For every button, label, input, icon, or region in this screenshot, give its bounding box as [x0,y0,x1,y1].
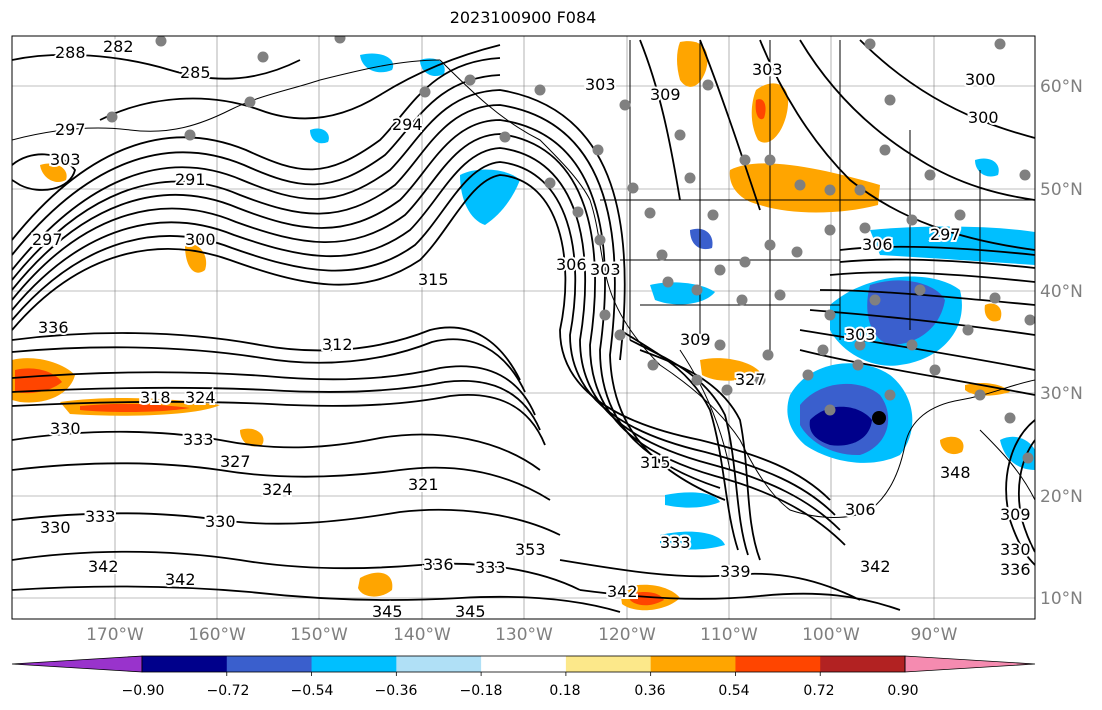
longitude-labels: 170°W 160°W 150°W 140°W 130°W 120°W 110°… [86,625,958,645]
contour-label: 327 [220,452,251,471]
lat-label: 60°N [1040,77,1083,97]
lon-label: 150°W [290,625,348,645]
contour-label: 288 [55,43,86,62]
contour-label: 297 [930,225,961,244]
lat-label: 50°N [1040,180,1083,200]
contour-label: 303 [590,260,621,279]
colorbar-tick-label: −0.72 [207,683,250,699]
contour-label: 333 [85,507,116,526]
contour-label: 309 [650,85,681,104]
contour-label: 345 [455,602,486,621]
contour-label: 309 [1000,505,1031,524]
lon-label: 120°W [598,625,656,645]
contour-label: 336 [38,318,69,337]
contour-label: 330 [205,512,236,531]
contour-label: 282 [103,37,134,56]
lon-label: 100°W [802,625,860,645]
contour-label: 303 [845,325,876,344]
colorbar-segment [820,656,906,672]
colorbar-tick-label: −0.54 [291,683,334,699]
contour-label: 303 [585,75,616,94]
lat-label: 20°N [1040,487,1083,507]
contour-label: 336 [1000,560,1031,579]
contour-label: 333 [183,430,214,449]
contour-label: 300 [965,70,996,89]
contour-label: 324 [185,388,216,407]
contour-label: 300 [185,230,216,249]
contour-label: 306 [862,235,893,254]
lat-label: 30°N [1040,384,1083,404]
colorbar-extend-high [904,655,1036,673]
colorbar-segment [311,656,397,672]
contour-label: 306 [556,255,587,274]
lon-label: 170°W [86,625,144,645]
contour-labels: 288 282 285 297 303 291 297 300 294 303 … [30,36,1033,621]
lon-label: 160°W [188,625,246,645]
lon-label: 130°W [495,625,553,645]
colorbar-tick-label: −0.36 [375,683,418,699]
contour-label: 353 [515,540,546,559]
contour-label: 342 [607,582,638,601]
colorbar-segment [142,656,228,672]
contour-label: 285 [180,63,211,82]
contour-label: 303 [752,60,783,79]
colorbar-tick-label: 0.54 [718,683,749,699]
contour-label: 318 [140,388,171,407]
colorbar-tick-label: 0.18 [549,683,580,699]
shaded-field-negative [310,53,1035,550]
map-title: 2023100900 F084 [449,8,597,27]
contour-label: 303 [50,150,81,169]
contour-label: 306 [845,500,876,519]
contour-label: 333 [475,558,506,577]
contour-label: 324 [262,480,293,499]
colorbar-segment [396,656,482,672]
contour-label: 342 [88,557,119,576]
contour-label: 330 [40,518,71,537]
contour-label: 345 [372,602,403,621]
lat-label: 40°N [1040,282,1083,302]
colorbar-segment [565,656,652,672]
contour-label: 291 [175,170,206,189]
colorbar-segment [735,656,821,672]
contour-label: 333 [660,533,691,552]
contour-label: 336 [423,555,454,574]
contour-label: 348 [940,463,971,482]
lon-label: 110°W [700,625,758,645]
station-markers [106,36,1035,464]
colorbar-tick-labels: −0.90 −0.72 −0.54 −0.36 −0.18 0.18 0.36 … [122,683,919,699]
contour-label: 321 [408,475,439,494]
colorbar-segment [226,656,313,672]
colorbar-tick-label: −0.18 [460,683,503,699]
contour-label: 312 [322,335,353,354]
colorbar-segment [650,656,736,672]
contour-label: 330 [1000,540,1031,559]
contour-label: 297 [55,120,86,139]
colorbar [11,655,1036,676]
colorbar-segment [481,656,567,672]
contour-label: 342 [860,557,891,576]
lon-label: 90°W [911,625,958,645]
contour-label: 342 [165,570,196,589]
colorbar-frame [141,655,906,673]
contour-label: 315 [640,453,671,472]
contour-label: 315 [418,270,449,289]
colorbar-tick-label: −0.90 [122,683,165,699]
colorbar-tick-label: 0.90 [887,683,918,699]
contour-label: 339 [720,562,751,581]
map-frame [11,35,1036,620]
contour-label: 294 [392,115,423,134]
colorbar-extend-low [11,655,143,673]
contour-label: 309 [680,330,711,349]
contour-label: 327 [735,370,766,389]
contour-label: 330 [50,419,81,438]
colorbar-tick-label: 0.36 [634,683,665,699]
lon-label: 140°W [393,625,451,645]
contour-label: 297 [32,230,63,249]
lat-label: 10°N [1040,589,1083,609]
latitude-labels: 60°N 50°N 40°N 30°N 20°N 10°N [1040,77,1083,609]
colorbar-tick-label: 0.72 [803,683,834,699]
contour-label: 300 [968,108,999,127]
